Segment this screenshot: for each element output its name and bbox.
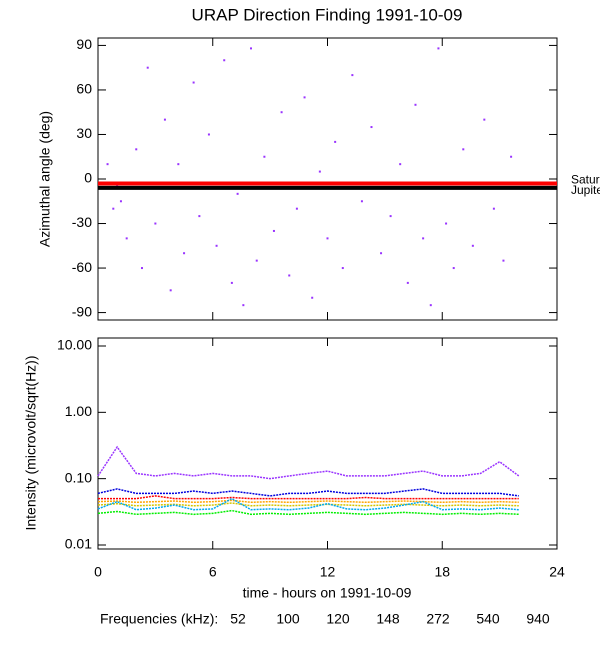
point — [135, 148, 138, 151]
series-line — [97, 488, 519, 497]
series-line — [97, 499, 519, 504]
x-tick-label: 6 — [209, 564, 217, 580]
legend-label: 272 — [426, 611, 450, 627]
point — [154, 222, 157, 225]
plot-frame — [97, 337, 558, 550]
point — [125, 237, 128, 240]
point — [295, 207, 298, 210]
y-tick-label: 30 — [76, 125, 92, 141]
point — [192, 81, 195, 84]
reference-label: Saturn — [571, 173, 600, 187]
y-tick-label: 0.01 — [65, 536, 92, 552]
legend-label: 540 — [476, 611, 500, 627]
point — [334, 140, 337, 143]
point — [351, 74, 354, 77]
y-tick-label: 10.00 — [57, 337, 92, 353]
legend-label: 52 — [230, 611, 246, 627]
point — [445, 222, 448, 225]
series-line — [97, 445, 520, 480]
point — [422, 237, 425, 240]
point — [255, 259, 258, 262]
point — [146, 66, 149, 69]
legend-title: Frequencies (kHz): — [100, 611, 218, 627]
point — [360, 200, 363, 203]
x-tick-label: 0 — [94, 564, 102, 580]
series-line — [97, 502, 519, 507]
point — [341, 267, 344, 270]
point — [311, 296, 314, 299]
point — [370, 126, 373, 129]
x-axis-label: time - hours on 1991-10-09 — [243, 585, 412, 601]
y-tick-label: 0 — [84, 170, 92, 186]
point — [452, 267, 455, 270]
y-tick-label: 1.00 — [65, 403, 92, 419]
point — [223, 59, 226, 62]
point — [492, 207, 495, 210]
point — [429, 304, 432, 307]
y-tick-label: -30 — [72, 214, 92, 230]
point — [169, 289, 172, 292]
point — [198, 215, 201, 218]
point — [303, 96, 306, 99]
point — [263, 155, 266, 158]
point — [236, 192, 239, 195]
y-tick-label: -90 — [72, 303, 92, 319]
y-tick-label: 90 — [76, 36, 92, 52]
legend-label: 100 — [276, 611, 300, 627]
point — [242, 304, 245, 307]
y-tick-label: 60 — [76, 81, 92, 97]
point — [471, 244, 474, 247]
x-tick-label: 18 — [434, 564, 450, 580]
point — [510, 155, 513, 158]
point — [207, 133, 210, 136]
point — [326, 237, 329, 240]
point — [119, 200, 122, 203]
point — [462, 148, 465, 151]
legend-label: 940 — [526, 611, 550, 627]
point — [272, 229, 275, 232]
point — [230, 281, 233, 284]
y-tick-label: 0.10 — [65, 469, 92, 485]
series-line — [97, 497, 519, 511]
point — [280, 111, 283, 114]
point — [106, 163, 109, 166]
point — [318, 170, 321, 173]
point — [183, 252, 186, 255]
point — [380, 252, 383, 255]
point — [112, 207, 115, 210]
point — [406, 281, 409, 284]
series-line — [98, 495, 519, 500]
point — [250, 47, 252, 50]
point — [389, 215, 392, 218]
chart-title: URAP Direction Finding 1991-10-09 — [192, 5, 463, 24]
point — [215, 244, 218, 247]
point — [140, 267, 143, 270]
point — [399, 163, 402, 166]
legend-label: 148 — [376, 611, 400, 627]
point — [414, 103, 417, 106]
legend-label: 120 — [326, 611, 350, 627]
point — [502, 259, 505, 262]
point — [163, 118, 166, 121]
point — [288, 274, 291, 277]
point — [483, 118, 486, 121]
point — [437, 47, 440, 50]
point — [177, 163, 180, 166]
x-tick-label: 12 — [320, 564, 336, 580]
y-axis-label: Intensity (microvolt/sqrt(Hz)) — [23, 355, 39, 530]
series-line — [97, 509, 519, 516]
reference-label: Jupiter — [571, 183, 600, 197]
y-axis-label: Azimuthal angle (deg) — [37, 111, 53, 247]
x-tick-label: 24 — [549, 564, 565, 580]
plot-frame — [97, 37, 558, 321]
y-tick-label: -60 — [72, 259, 92, 275]
